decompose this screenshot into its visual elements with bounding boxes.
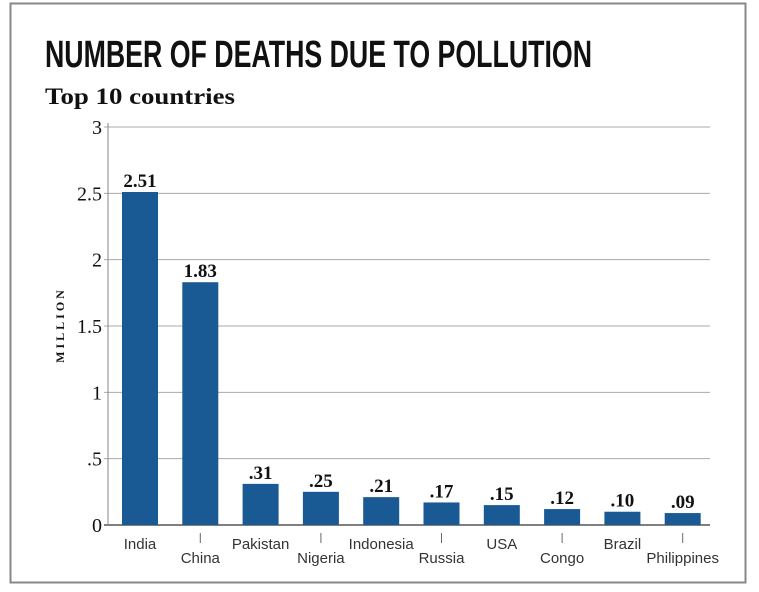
- data-label: 1.83: [184, 261, 217, 282]
- chart-title: NUMBER OF DEATHS DUE TO POLLUTION: [45, 34, 592, 76]
- x-tick-label: India: [124, 536, 157, 553]
- y-tick-label: 2: [92, 250, 102, 272]
- data-label: .15: [490, 484, 514, 505]
- bar-china: [182, 282, 219, 525]
- y-tick-label: 2.5: [77, 183, 102, 205]
- y-tick-label: 3: [92, 117, 102, 139]
- bar-congo: [544, 509, 581, 525]
- data-label: .31: [249, 463, 273, 484]
- data-label: .25: [309, 471, 333, 492]
- bar-russia: [423, 502, 460, 525]
- bar-brazil: [604, 511, 641, 525]
- x-tick-label: China: [181, 550, 221, 567]
- x-tick-label: Brazil: [604, 536, 642, 553]
- y-tick-label: 0: [92, 515, 102, 537]
- y-axis-label: MILLION: [53, 287, 67, 363]
- bar-usa: [483, 505, 520, 525]
- x-tick-label: Philippines: [646, 550, 719, 567]
- bar-nigeria: [302, 491, 339, 525]
- x-tick-label: Indonesia: [349, 536, 415, 553]
- x-tick-label: Pakistan: [232, 536, 290, 553]
- x-tick-label: Russia: [419, 550, 466, 567]
- bar-pakistan: [242, 483, 279, 525]
- data-label: .21: [369, 476, 393, 497]
- data-label: .10: [611, 491, 635, 512]
- bar-philippines: [664, 513, 701, 525]
- data-label: .12: [550, 488, 574, 509]
- y-tick-label: 1.5: [77, 316, 102, 338]
- x-tick-label: USA: [486, 536, 517, 553]
- data-label: .17: [430, 481, 454, 502]
- data-label: 2.51: [123, 171, 156, 192]
- data-label: .09: [671, 492, 695, 513]
- y-tick-label: 1: [92, 382, 102, 404]
- x-tick-label: Congo: [540, 550, 584, 567]
- bar-india: [122, 192, 158, 526]
- x-tick-label: Nigeria: [297, 550, 345, 567]
- chart-subtitle: Top 10 countries: [45, 84, 235, 109]
- y-tick-label: .5: [87, 449, 102, 471]
- bar-indonesia: [363, 497, 400, 525]
